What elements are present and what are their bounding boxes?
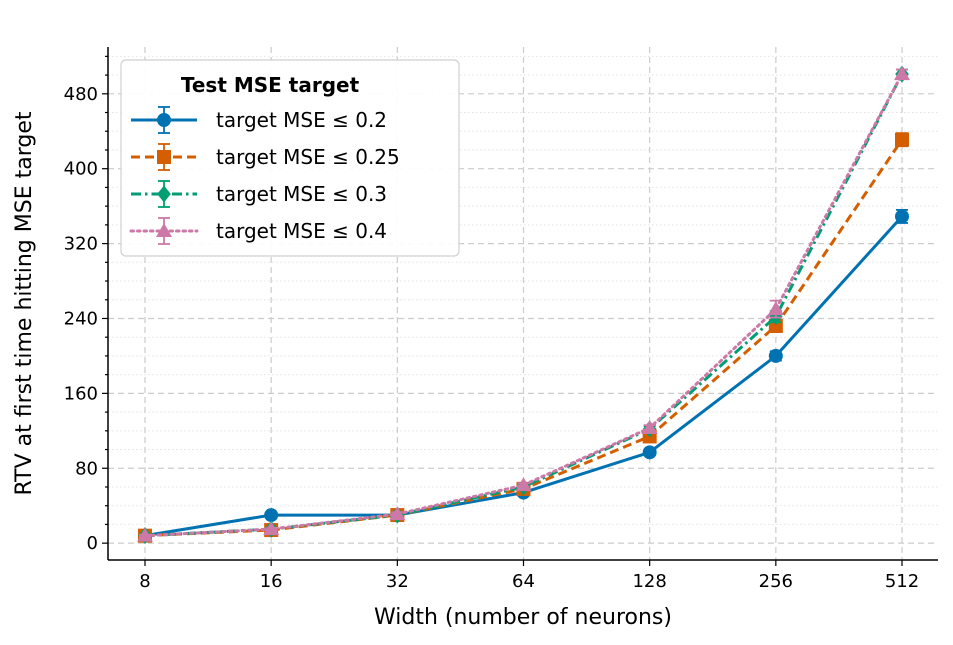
- data-point: [515, 477, 532, 492]
- legend-title: Test MSE target: [181, 73, 360, 97]
- legend-marker: [157, 150, 171, 164]
- legend-marker: [157, 113, 171, 127]
- data-point: [767, 301, 784, 316]
- legend-entry: target MSE ≤ 0.4: [129, 217, 387, 245]
- x-tick-label: 512: [885, 571, 919, 592]
- data-point: [263, 521, 280, 536]
- legend-entry: target MSE ≤ 0.2: [131, 106, 387, 134]
- legend-marker: [157, 185, 171, 203]
- legend: Test MSE target target MSE ≤ 0.2 target MS…: [120, 59, 460, 257]
- legend-entry: target MSE ≤ 0.25: [131, 143, 400, 171]
- legend-label: target MSE ≤ 0.2: [216, 108, 387, 132]
- data-point: [895, 132, 909, 147]
- x-tick-label: 256: [759, 571, 793, 592]
- y-tick-label: 0: [87, 533, 98, 554]
- legend-marker: [156, 223, 172, 237]
- data-point: [894, 66, 910, 81]
- y-axis-label: RTV at first time hitting MSE target: [12, 111, 37, 495]
- legend-box: [120, 59, 460, 257]
- x-tick-label: 64: [512, 571, 535, 592]
- legend-label: target MSE ≤ 0.4: [216, 219, 387, 243]
- y-tick-label: 160: [64, 383, 98, 404]
- x-tick-label: 32: [386, 571, 409, 592]
- x-tick-label: 16: [260, 571, 283, 592]
- legend-entry: target MSE ≤ 0.3: [131, 180, 387, 208]
- y-tick-label: 240: [64, 308, 98, 329]
- y-tick-label: 400: [64, 159, 98, 180]
- x-tick-label: 8: [139, 571, 150, 592]
- y-tick-label: 480: [64, 84, 98, 105]
- legend-label: target MSE ≤ 0.3: [216, 182, 387, 206]
- data-point: [768, 348, 783, 363]
- data-point: [137, 527, 153, 542]
- axis-labels: Width (number of neurons) RTV at first ti…: [12, 111, 672, 630]
- data-point: [389, 506, 406, 521]
- data-point: [895, 209, 909, 224]
- x-tick-label: 128: [632, 571, 666, 592]
- axes: 0 80 160 240 320 400 480 8 16 32 64 128 256 512: [64, 47, 938, 592]
- series-layer: [137, 65, 910, 545]
- data-point: [642, 445, 657, 460]
- y-tick-label: 80: [75, 458, 98, 479]
- y-tick-label: 320: [64, 234, 98, 255]
- legend-label: target MSE ≤ 0.25: [216, 145, 400, 169]
- data-point: [264, 508, 279, 523]
- x-axis-label: Width (number of neurons): [374, 605, 672, 630]
- data-point: [641, 420, 658, 435]
- series-4: [137, 66, 910, 542]
